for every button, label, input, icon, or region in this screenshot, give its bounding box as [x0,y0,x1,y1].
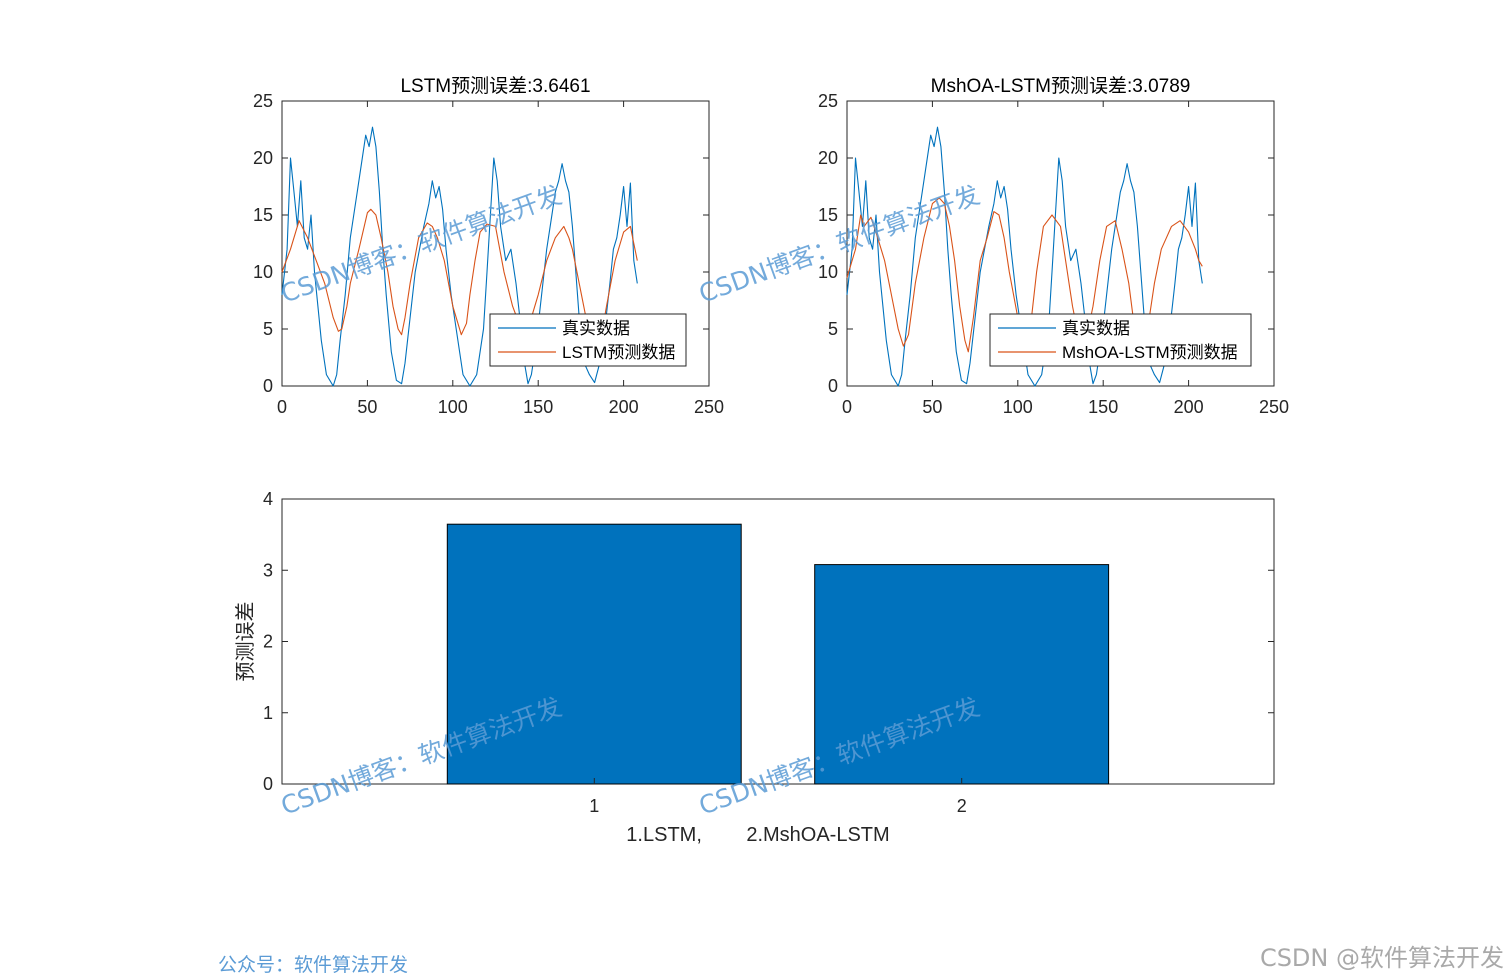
chart1-xtick-label: 0 [842,397,852,417]
chart0-ytick-label: 5 [263,319,273,339]
chart0-legend-box [489,313,687,367]
chart1-xtick-label: 50 [922,397,942,417]
chart2-ytick-label: 3 [263,560,273,580]
chart0-xtick-label: 100 [438,397,468,417]
chart2-xlabel: 1.LSTM, 2.MshOA-LSTM [626,824,889,846]
chart1-legend-label: 真实数据 [1062,319,1130,338]
chart1-ytick-label: 10 [818,262,838,282]
chart0-legend-label: 真实数据 [562,319,630,338]
chart1-ytick-label: 0 [828,376,838,396]
chart1-xtick-label: 250 [1259,397,1289,417]
chart2-xtick-label: 2 [957,796,967,816]
bar-2 [814,564,1110,785]
chart1-xtick-label: 200 [1174,397,1204,417]
chart2-ytick-label: 0 [263,774,273,794]
chart0-ytick-label: 0 [263,376,273,396]
error-bar-chart: 0 1 2 3 4 1 2 1.LSTM, 2.MshOA-LSTM 预测误差 [233,489,1275,846]
chart2-ytick-label: 4 [263,489,273,509]
chart0-legend-label: LSTM预测数据 [562,343,675,362]
chart1-title: MshOA-LSTM预测误差:3.0789 [931,75,1191,97]
chart1-ytick-label: 15 [818,205,838,225]
chart0-xtick-label: 0 [277,397,287,417]
chart0-series-pred-line [281,208,638,347]
chart1-legend-box [989,313,1252,367]
chart2-ytick-label: 1 [263,703,273,723]
chart2-ytick-label: 2 [263,632,273,652]
bar-1 [446,523,742,785]
chart0-xtick-label: 250 [694,397,724,417]
chart0-ytick-label: 10 [253,262,273,282]
chart0-xtick-label: 200 [609,397,639,417]
chart1-ytick-label: 5 [828,319,838,339]
footer-csdn-text: CSDN @软件算法开发 [1259,944,1504,972]
chart1-xtick-label: 100 [1003,397,1033,417]
chart0-xtick-label: 150 [523,397,553,417]
chart1-legend-label: MshOA-LSTM预测数据 [1062,343,1238,362]
chart0-xtick-label: 50 [357,397,377,417]
chart1-xtick-label: 150 [1088,397,1118,417]
footer-wechat-text: 公众号：软件算法开发 [218,954,409,976]
chart2-xtick-label: 1 [589,796,599,816]
chart0-ytick-label: 15 [253,205,273,225]
chart0-ytick-label: 20 [253,148,273,168]
chart0-ytick-label: 25 [253,91,273,111]
chart2-ylabel: 预测误差 [233,602,257,682]
chart1-ytick-label: 25 [818,91,838,111]
chart0-title: LSTM预测误差:3.6461 [400,75,590,97]
chart1-ytick-label: 20 [818,148,838,168]
